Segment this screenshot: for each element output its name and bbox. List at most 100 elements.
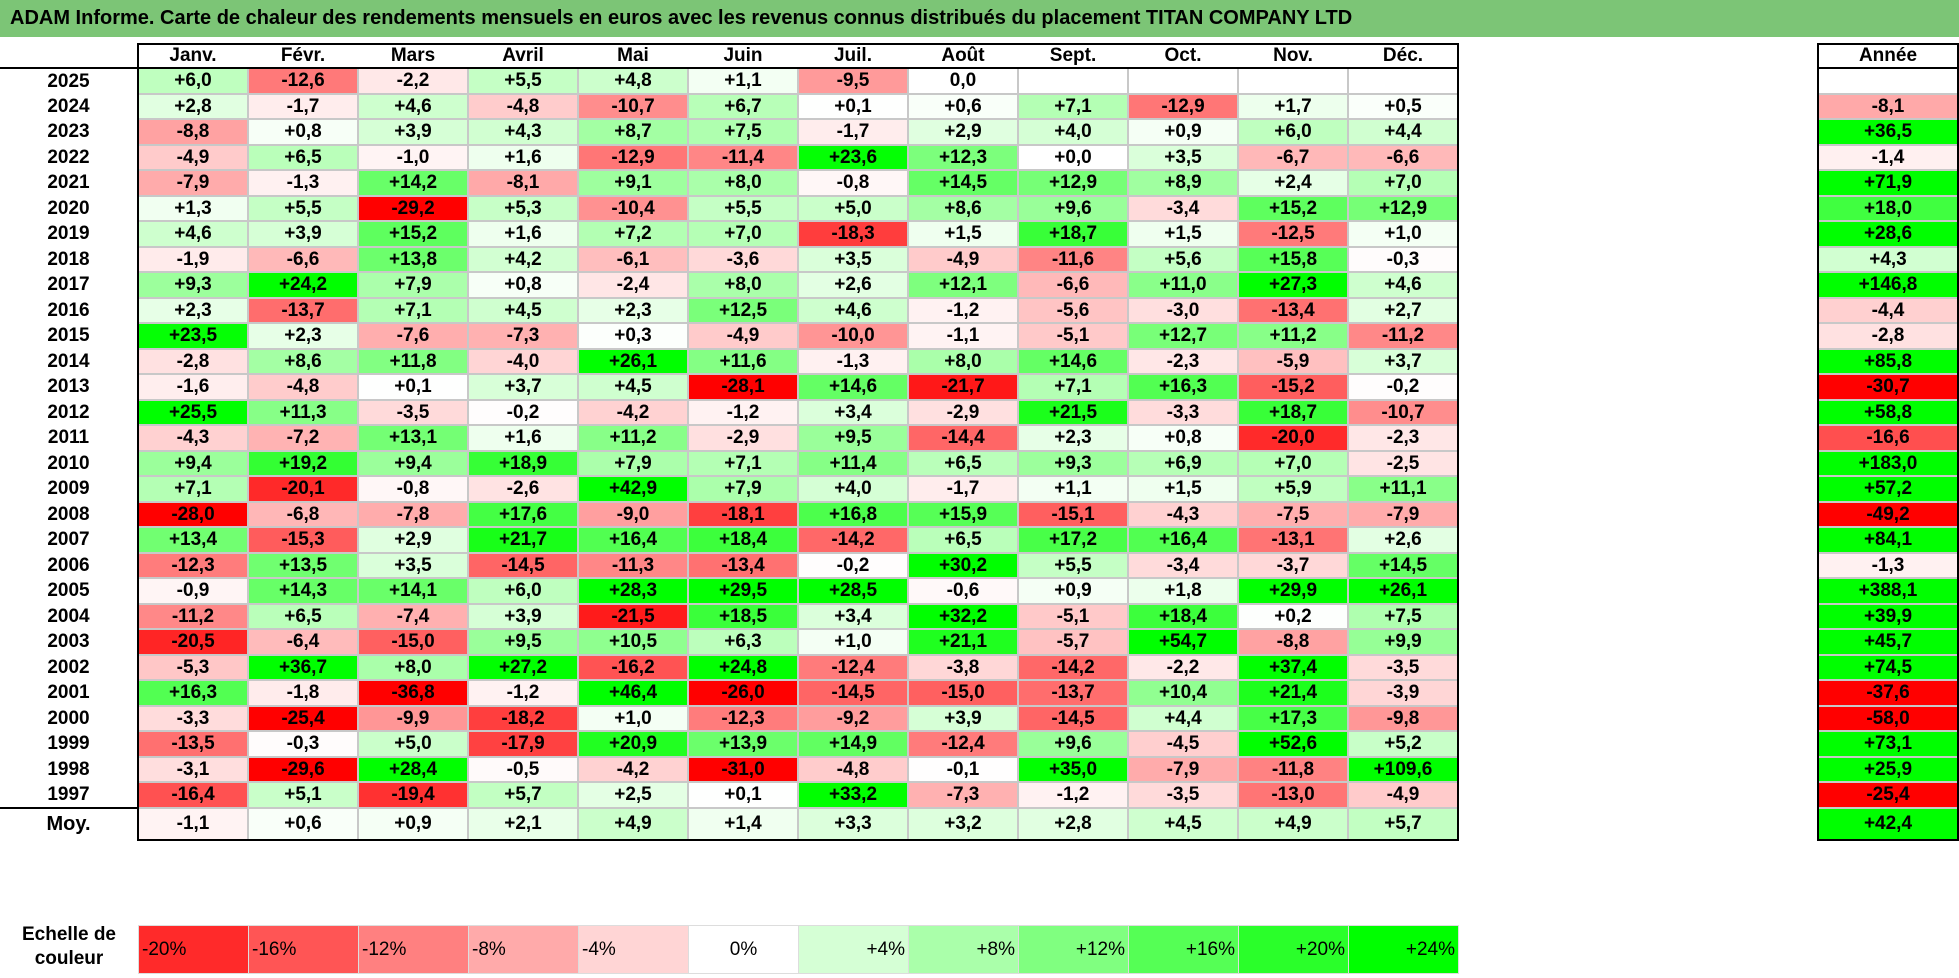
- heatmap-cell: +11,2: [1237, 322, 1349, 350]
- month-header: Avril: [468, 43, 578, 69]
- annual-row: -37,6: [1817, 679, 1959, 707]
- heatmap-cell: +7,2: [577, 220, 689, 248]
- heatmap-cell: +14,2: [357, 169, 469, 197]
- heatmap-cell: +3,2: [907, 806, 1019, 841]
- legend-swatch: -16%: [248, 925, 359, 974]
- annual-row: +39,9: [1817, 602, 1959, 630]
- heatmap-cell: +14,9: [797, 730, 909, 758]
- heatmap-cell: -11,4: [687, 143, 799, 171]
- heatmap-cell: -0,8: [797, 169, 909, 197]
- heatmap-cell: +2,9: [907, 118, 1019, 146]
- heatmap-cell: +18,7: [1017, 220, 1129, 248]
- heatmap-cell: -6,6: [247, 245, 359, 273]
- heatmap-cell: -15,2: [1237, 373, 1349, 401]
- heatmap-cell: -7,3: [467, 322, 579, 350]
- heatmap-cell: +10,4: [1127, 679, 1239, 707]
- heatmap-cell: +10,5: [577, 628, 689, 656]
- heatmap-cell: -4,9: [687, 322, 799, 350]
- annual-row: -2,8: [1817, 322, 1959, 350]
- annual-row: +4,3: [1817, 245, 1959, 273]
- month-header: Janv.: [138, 43, 248, 69]
- heatmap-cell: +4,3: [467, 118, 579, 146]
- heatmap-cell: +24,2: [247, 271, 359, 299]
- year-label: 2000: [47, 707, 90, 729]
- heatmap-cell: +11,0: [1127, 271, 1239, 299]
- heatmap-cell: -1,6: [137, 373, 249, 401]
- heatmap-cell: -12,9: [577, 143, 689, 171]
- heatmap-cell: -13,4: [687, 551, 799, 579]
- year-row: 2008 -28,0 -6,8 -7,8 +17,6 -9,0 -18,1 +16,8 +15,…: [0, 500, 1459, 528]
- year-row: 2002 -5,3 +36,7 +8,0 +27,2 -16,2 +24,8 -12,4 -3,…: [0, 653, 1459, 681]
- heatmap-cell: -7,3: [907, 781, 1019, 809]
- heatmap-cell: -0,3: [1347, 245, 1459, 273]
- heatmap-cell: -21,5: [577, 602, 689, 630]
- heatmap-cell: +109,6: [1347, 755, 1459, 783]
- heatmap-cell: -13,1: [1237, 526, 1349, 554]
- heatmap-cell: +36,7: [247, 653, 359, 681]
- month-header: Août: [908, 43, 1018, 69]
- year-row: 2001 +16,3 -1,8 -36,8 -1,2 +46,4 -26,0 -14,5 -15…: [0, 679, 1459, 707]
- month-header: Mars: [358, 43, 468, 69]
- year-label: 2023: [47, 121, 90, 143]
- heatmap-cell: -0,8: [357, 475, 469, 503]
- annual-cell: +39,9: [1817, 602, 1959, 630]
- heatmap-cell: +4,9: [1237, 806, 1349, 841]
- heatmap-cell: -4,2: [577, 398, 689, 426]
- year-label: 2021: [47, 172, 90, 194]
- year-label: 2011: [47, 427, 90, 449]
- heatmap-cell: -11,3: [577, 551, 689, 579]
- heatmap-cell: +6,0: [467, 577, 579, 605]
- heatmap-cell: +5,5: [467, 67, 579, 95]
- annual-cell: -30,7: [1817, 373, 1959, 401]
- heatmap-cell: [1017, 67, 1129, 95]
- heatmap-cell: -7,4: [357, 602, 469, 630]
- heatmap-cell: -1,1: [907, 322, 1019, 350]
- heatmap-cell: -4,3: [137, 424, 249, 452]
- heatmap-cell: +26,1: [577, 347, 689, 375]
- heatmap-cell: +8,0: [357, 653, 469, 681]
- annual-row: +73,1: [1817, 730, 1959, 758]
- heatmap-cell: +42,9: [577, 475, 689, 503]
- year-label: 2008: [47, 503, 90, 525]
- heatmap-cell: +0,8: [247, 118, 359, 146]
- heatmap-cell: +5,3: [467, 194, 579, 222]
- year-row: 2016 +2,3 -13,7 +7,1 +4,5 +2,3 +12,5 +4,6 -1,2 -5…: [0, 296, 1459, 324]
- heatmap-cell: -2,6: [467, 475, 579, 503]
- heatmap-cell: -14,4: [907, 424, 1019, 452]
- heatmap-cell: +24,8: [687, 653, 799, 681]
- heatmap-cell: -10,0: [797, 322, 909, 350]
- heatmap-cell: +14,3: [247, 577, 359, 605]
- heatmap-cell: -3,4: [1127, 194, 1239, 222]
- heatmap-cell: -2,3: [1347, 424, 1459, 452]
- heatmap-cell: +23,5: [137, 322, 249, 350]
- heatmap-cell: -4,9: [1347, 781, 1459, 809]
- heatmap-cell: -6,7: [1237, 143, 1349, 171]
- heatmap-cell: +20,9: [577, 730, 689, 758]
- annual-row: +85,8: [1817, 347, 1959, 375]
- color-scale-legend: -20% -16% -12% -8% -4% 0% +4% +8% +12% +16% +20% +2…: [138, 925, 1459, 974]
- heatmap-cell: -1,7: [907, 475, 1019, 503]
- heatmap-cell: -13,7: [1017, 679, 1129, 707]
- heatmap-cell: -3,0: [1127, 296, 1239, 324]
- heatmap-cell: +9,3: [1017, 449, 1129, 477]
- heatmap-cell: +14,1: [357, 577, 469, 605]
- heatmap-cell: +8,7: [577, 118, 689, 146]
- heatmap-cell: -3,3: [137, 704, 249, 732]
- heatmap-cell: +4,6: [797, 296, 909, 324]
- heatmap-cell: -0,3: [247, 730, 359, 758]
- heatmap-cell: +13,9: [687, 730, 799, 758]
- year-label: 2005: [47, 580, 90, 602]
- year-row: 1997 -16,4 +5,1 -19,4 +5,7 +2,5 +0,1 +33,2 -7,3-…: [0, 781, 1459, 809]
- year-label: 1999: [47, 733, 90, 755]
- heatmap-cell: +9,3: [137, 271, 249, 299]
- heatmap-cell: -14,5: [467, 551, 579, 579]
- heatmap-cell: +35,0: [1017, 755, 1129, 783]
- heatmap-cell: +0,1: [797, 92, 909, 120]
- annual-row: -16,6: [1817, 424, 1959, 452]
- heatmap-cell: +2,3: [247, 322, 359, 350]
- heatmap-cell: [1127, 67, 1239, 95]
- year-label: 2017: [47, 274, 90, 296]
- heatmap-cell: +14,6: [1017, 347, 1129, 375]
- heatmap-cell: +1,6: [467, 220, 579, 248]
- heatmap-cell: +17,3: [1237, 704, 1349, 732]
